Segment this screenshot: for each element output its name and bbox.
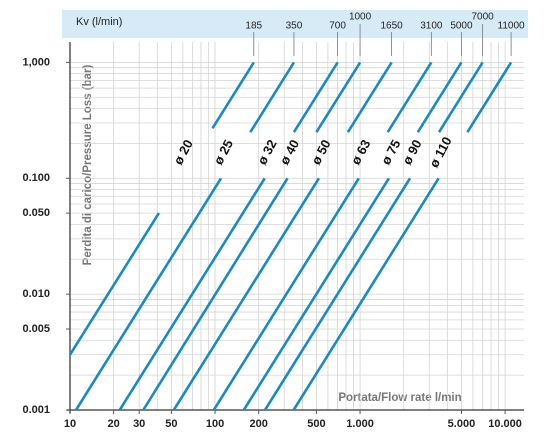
x-tick-label: 50 xyxy=(165,418,177,430)
series-line xyxy=(212,61,433,411)
series-line xyxy=(74,61,296,411)
x-tick-label: 20 xyxy=(108,418,120,430)
kv-tick-label: 1000 xyxy=(349,12,372,23)
x-tick-label: 500 xyxy=(307,418,325,430)
series-line xyxy=(172,61,393,411)
y-tick-label: 0.010 xyxy=(22,288,50,300)
series-line xyxy=(263,61,484,411)
series-line xyxy=(118,61,339,411)
series-line xyxy=(68,61,255,356)
series-label: ø 63 xyxy=(348,137,373,167)
series-label: ø 50 xyxy=(308,137,333,167)
x-tick-label: 200 xyxy=(250,418,268,430)
series-label: ø 32 xyxy=(254,137,279,167)
y-tick-label: 1,000 xyxy=(22,56,50,68)
kv-tick-label: 700 xyxy=(329,21,346,32)
x-axis-title: Portata/Flow rate l/min xyxy=(338,392,461,404)
kv-tick-label: 185 xyxy=(245,21,262,32)
y-axis-title: Perdita di carico/Pressure Loss (bar) xyxy=(82,64,94,265)
x-tick-label: 30 xyxy=(133,418,145,430)
series-line xyxy=(142,61,362,411)
x-tick-label: 10 xyxy=(64,418,76,430)
kv-band xyxy=(62,10,528,38)
kv-tick-label: 350 xyxy=(286,21,303,32)
series-label: ø 20 xyxy=(170,137,195,167)
y-tick-label: 0.050 xyxy=(22,207,50,219)
x-tick-label: 100 xyxy=(206,418,224,430)
series-label: ø 25 xyxy=(211,137,236,167)
series-line xyxy=(292,61,513,411)
y-tick-label: 0.005 xyxy=(22,323,50,335)
kv-tick-label: 7000 xyxy=(472,12,495,23)
x-tick-label: 5.000 xyxy=(448,418,476,430)
series-label: ø 40 xyxy=(277,137,302,167)
series-label: ø 110 xyxy=(426,134,455,170)
kv-tick-label: 11000 xyxy=(498,21,526,32)
series-label: ø 90 xyxy=(399,137,424,167)
x-tick-label: 10.000 xyxy=(488,418,522,430)
kv-axis-label: Kv (l/min) xyxy=(76,16,122,28)
kv-tick-label: 1650 xyxy=(380,21,403,32)
kv-tick-label: 5000 xyxy=(450,21,473,32)
series-label: ø 75 xyxy=(378,137,403,167)
y-tick-label: 0.100 xyxy=(22,172,50,184)
kv-tick-label: 3100 xyxy=(420,21,443,32)
x-tick-label: 1.000 xyxy=(346,418,374,430)
y-tick-label: 0.001 xyxy=(22,404,50,416)
series-line xyxy=(242,61,463,411)
